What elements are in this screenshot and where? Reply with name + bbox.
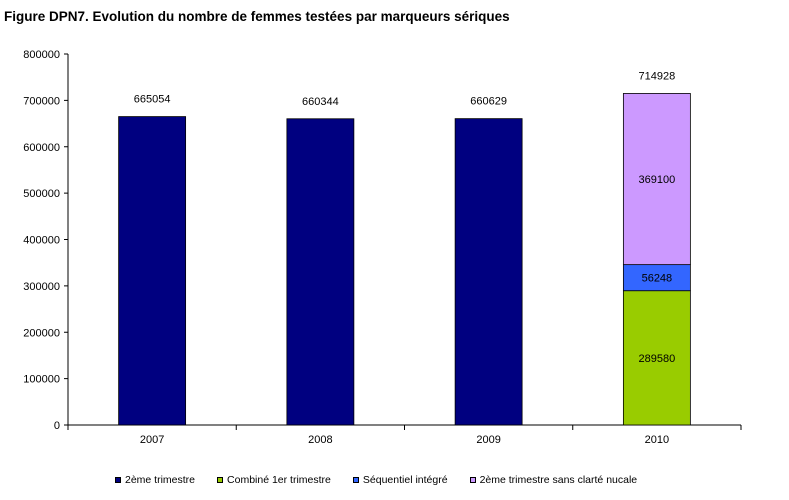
legend-label: 2ème trimestre [125,474,196,486]
bar-segment [286,118,355,426]
y-tick-label: 0 [54,420,60,432]
y-tick-label: 600000 [23,142,60,154]
legend-item: 2ème trimestre sans clarté nucale [469,474,638,486]
chart-title: Figure DPN7. Evolution du nombre de femm… [4,9,510,24]
y-tick-label: 300000 [23,281,60,293]
bar-chart: 0 100000 200000 300000 400000 500000 600000 700… [23,49,742,446]
legend-swatch [352,477,359,483]
x-tick-label: 2007 [140,434,164,446]
legend-item: Combiné 1er trimestre [217,474,331,486]
x-tick-label: 2008 [308,434,332,446]
segment-value-label: 56248 [642,273,673,285]
x-tick-label: 2009 [476,434,500,446]
segment-value-label: 289580 [639,353,676,365]
x-tick-label: 2010 [645,434,669,446]
y-tick-label: 800000 [23,49,60,61]
legend-swatch [217,477,224,483]
legend-label: Séquentiel intégré [362,474,448,486]
legend-label: Combiné 1er trimestre [227,474,331,486]
y-tick-label: 200000 [23,327,60,339]
bar-segment [118,116,187,426]
bar-segment [622,264,691,292]
legend-item: Séquentiel intégré [352,474,448,486]
legend-item: 2ème trimestre [115,474,195,486]
bar-total-label: 714928 [639,70,676,82]
chart-legend: 2ème trimestre Combiné 1er trimestre Séque… [115,474,659,486]
bar-total-label: 665054 [134,94,171,106]
y-tick-label: 400000 [23,235,60,247]
legend-swatch [469,477,476,483]
bar-segment [454,118,523,426]
bar-segment [622,93,691,266]
legend-label: 2ème trimestre sans clarté nucale [479,474,638,486]
y-tick-label: 700000 [23,95,60,107]
segment-value-label: 369100 [639,174,676,186]
bar-segment [622,290,691,426]
y-tick-label: 100000 [23,374,60,386]
bar-total-label: 660629 [470,96,507,108]
bar-total-label: 660344 [302,96,339,108]
legend-swatch [115,477,121,483]
y-tick-label: 500000 [23,188,60,200]
